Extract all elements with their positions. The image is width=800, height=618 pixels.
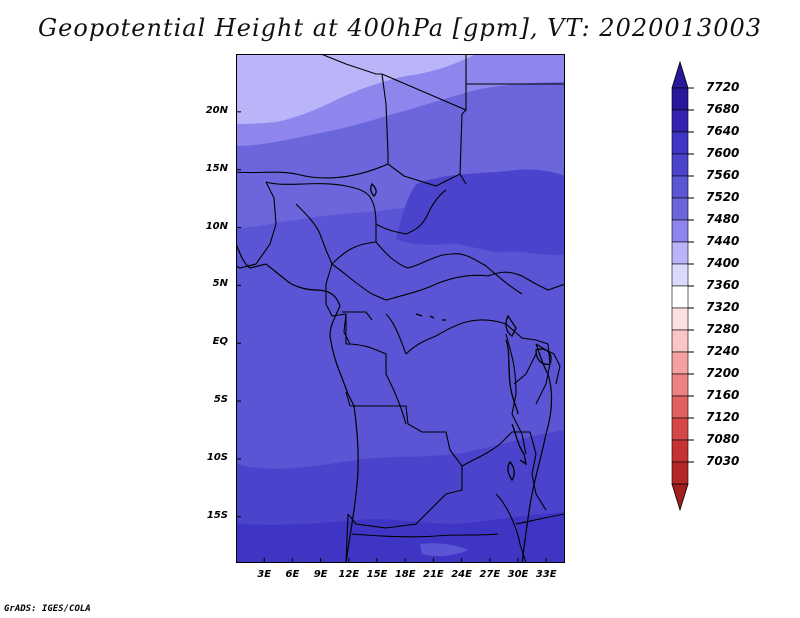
lon-label: 27E	[479, 569, 501, 580]
lat-label: 10S	[206, 451, 228, 463]
colorbar-label: 7080	[706, 432, 740, 446]
colorbar-label: 7720	[706, 80, 740, 94]
lakes	[370, 182, 552, 482]
lon-label: 21E	[423, 569, 444, 580]
colorbar-label: 7360	[706, 278, 740, 292]
field-7600-east	[396, 169, 565, 256]
lon-label: 9E	[313, 569, 328, 580]
colorbar-swatch	[671, 219, 689, 243]
coastline	[236, 243, 553, 563]
colorbar	[671, 60, 694, 512]
lat-label: 20N	[205, 104, 228, 116]
map-frame	[236, 54, 565, 563]
colorbar-label: 7320	[706, 300, 740, 314]
lon-label: 30E	[507, 569, 529, 580]
colorbar-swatch	[671, 285, 689, 309]
colorbar-top-cap	[671, 60, 689, 89]
colorbar-label: 7520	[706, 190, 740, 204]
colorbar-label: 7120	[706, 410, 740, 424]
lat-label: 15S	[206, 509, 228, 521]
colorbar-swatch	[671, 461, 689, 485]
colorbar-swatch	[671, 395, 689, 419]
colorbar-swatch	[671, 131, 689, 155]
lon-label: 24E	[451, 569, 472, 580]
colorbar-label: 7440	[706, 234, 740, 248]
lat-label: 10N	[205, 220, 228, 232]
colorbar-swatch	[671, 241, 689, 265]
colorbar-label: 7640	[706, 124, 740, 138]
colorbar-swatch	[671, 307, 689, 331]
field-7640-south	[236, 512, 565, 563]
lat-label: 5S	[213, 394, 228, 406]
colorbar-label: 7200	[706, 366, 740, 380]
colorbar-swatch	[671, 197, 689, 221]
colorbar-label: 7600	[706, 146, 740, 160]
colorbar-swatch	[671, 373, 689, 397]
chart-title: Geopotential Height at 400hPa [gpm], VT:…	[38, 14, 762, 42]
map-panel: 20N 15N 10N 5N EQ 5S 10S 15S 3E 6E 9E 12E 15E 18E 21E…	[206, 54, 565, 580]
grads-credit: GrADS: IGES/COLA	[4, 604, 91, 614]
field-7440	[236, 54, 476, 124]
colorbar-label: 7400	[706, 256, 740, 270]
colorbar-label: 7480	[706, 212, 740, 226]
lon-label: 33E	[535, 569, 557, 580]
colorbar-swatch	[671, 329, 689, 353]
colorbar-label: 7160	[706, 388, 740, 402]
lat-label: 15N	[205, 162, 228, 174]
colorbar-swatch	[671, 87, 689, 111]
colorbar-swatch	[671, 263, 689, 287]
lon-label: 18E	[394, 569, 416, 580]
lon-label: 6E	[285, 569, 300, 580]
lat-label: 5N	[212, 278, 228, 290]
colorbar-bottom-cap	[671, 483, 689, 512]
colorbar-label: 7240	[706, 344, 740, 358]
colorbar-swatch	[671, 109, 689, 133]
country-borders	[236, 54, 565, 563]
colorbar-label: 7280	[706, 322, 740, 336]
lat-label: EQ	[212, 336, 228, 348]
colorbar-label: 7680	[706, 102, 740, 116]
lon-label: 15E	[366, 569, 388, 580]
lon-label: 3E	[257, 569, 272, 580]
colorbar-swatch	[671, 351, 689, 375]
colorbar-label: 7560	[706, 168, 740, 182]
colorbar-swatch	[671, 153, 689, 177]
colorbar-label: 7030	[706, 454, 740, 468]
colorbar-swatch	[671, 175, 689, 199]
lon-label: 12E	[338, 569, 360, 580]
field-7560-spot	[420, 543, 468, 557]
geopotential-map	[236, 54, 565, 563]
colorbar-swatch	[671, 439, 689, 463]
colorbar-swatch	[671, 417, 689, 441]
